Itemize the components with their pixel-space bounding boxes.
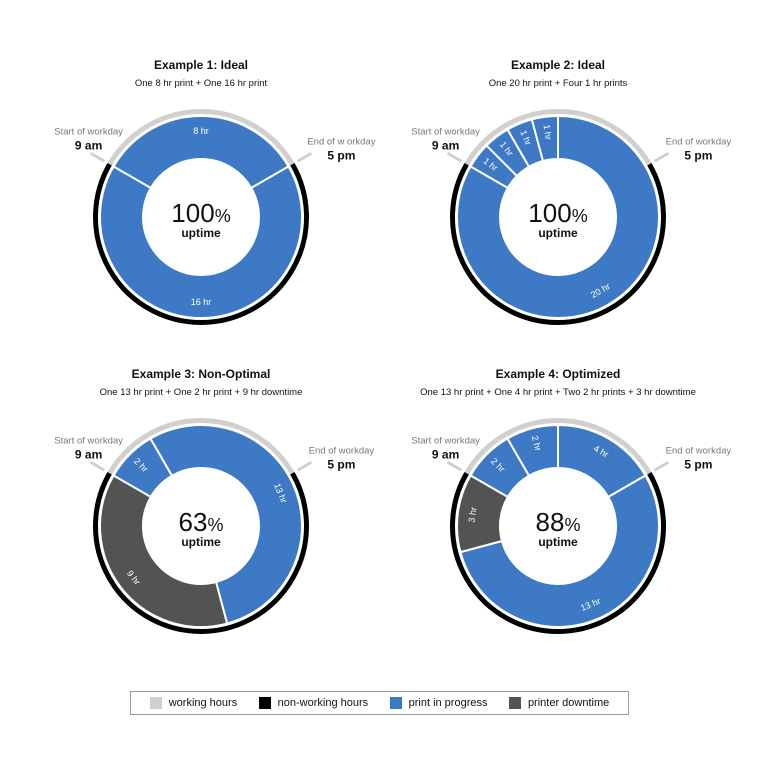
start-of-workday-tick (446, 151, 463, 163)
uptime-unit: % (564, 515, 580, 535)
end-of-workday-time: 5 pm (684, 148, 712, 162)
working-hours-ring (464, 418, 652, 475)
uptime-label: uptime (181, 535, 221, 549)
chart-title: Example 3: Non-Optimal (132, 367, 271, 381)
start-of-workday-label: Start of workday (54, 126, 123, 137)
legend-swatch-non-working-hours (258, 697, 271, 709)
chart-example-1: 8 hr 16 hr 100%uptime Example 1: Ideal One 8… (54, 58, 376, 325)
start-of-workday-time: 9 am (432, 138, 459, 152)
legend: working hours non-working hours print in… (130, 691, 629, 715)
uptime-number: 100 (528, 198, 571, 228)
uptime-unit: % (215, 206, 231, 226)
uptime-value: 100% (171, 198, 230, 228)
end-of-workday-tick (296, 460, 313, 472)
legend-item-non-working-hours: non-working hours (258, 697, 369, 709)
end-of-workday-tick (296, 151, 313, 163)
start-of-workday-time: 9 am (432, 447, 459, 461)
working-hours-ring (107, 109, 295, 166)
uptime-number: 100 (171, 198, 214, 228)
end-of-workday-label: End of workday (666, 445, 732, 456)
legend-label: printer downtime (527, 697, 610, 709)
end-of-workday-label: End of workday (309, 445, 375, 456)
segment-label: 1 hr (541, 124, 553, 141)
uptime-number: 63 (179, 507, 208, 537)
non-working-hours-ring (93, 472, 309, 634)
uptime-value: 100% (528, 198, 587, 228)
legend-swatch-print-in-progress (389, 697, 402, 709)
legend-label: working hours (168, 697, 238, 709)
start-of-workday-label: Start of workday (54, 435, 123, 446)
uptime-label: uptime (181, 226, 221, 240)
uptime-unit: % (572, 206, 588, 226)
legend-item-working-hours: working hours (149, 697, 238, 709)
working-hours-ring (464, 109, 652, 166)
end-of-workday-label: End of workday (666, 136, 732, 147)
legend-label: print in progress (408, 697, 488, 709)
end-of-workday-tick (653, 460, 670, 472)
legend-label: non-working hours (277, 697, 369, 709)
donut-center (143, 159, 259, 275)
legend-swatch-printer-downtime (508, 697, 521, 709)
uptime-value: 88% (536, 507, 581, 537)
segment-print-2 (99, 165, 303, 319)
uptime-value: 63% (179, 507, 224, 537)
segment-label: 16 hr (191, 297, 212, 307)
segment-label: 8 hr (193, 126, 209, 136)
chart-title: Example 2: Ideal (511, 58, 605, 72)
start-of-workday-label: Start of workday (411, 126, 480, 137)
uptime-label: uptime (538, 226, 578, 240)
non-working-hours-ring (93, 163, 309, 325)
legend-item-print-in-progress: print in progress (389, 697, 488, 709)
non-working-hours-ring (450, 472, 666, 634)
start-of-workday-time: 9 am (75, 138, 102, 152)
chart-title: Example 4: Optimized (496, 367, 621, 381)
segment-label: 2 hr (530, 434, 544, 452)
legend-swatch-working-hours (149, 697, 162, 709)
legend-item-printer-downtime: printer downtime (508, 697, 610, 709)
start-of-workday-time: 9 am (75, 447, 102, 461)
start-of-workday-tick (446, 460, 463, 472)
chart-subtitle: One 13 hr print + One 2 hr print + 9 hr … (100, 387, 303, 398)
donut-center (500, 159, 616, 275)
uptime-unit: % (207, 515, 223, 535)
working-hours-ring (107, 418, 295, 475)
donut-center (500, 468, 616, 584)
segment-downtime-5 (456, 474, 509, 554)
non-working-hours-ring (450, 163, 666, 325)
chart-title: Example 1: Ideal (154, 58, 248, 72)
end-of-workday-time: 5 pm (327, 148, 355, 162)
end-of-workday-label: End of w orkday (307, 136, 375, 147)
end-of-workday-time: 5 pm (327, 457, 355, 471)
end-of-workday-time: 5 pm (684, 457, 712, 471)
uptime-number: 88 (536, 507, 565, 537)
chart-subtitle: One 13 hr print + One 4 hr print + Two 2… (420, 387, 696, 398)
start-of-workday-tick (89, 151, 106, 163)
segment-label: 3 hr (467, 506, 479, 523)
end-of-workday-tick (653, 151, 670, 163)
donut-center (143, 468, 259, 584)
start-of-workday-label: Start of workday (411, 435, 480, 446)
chart-subtitle: One 20 hr print + Four 1 hr prints (489, 78, 628, 89)
start-of-workday-tick (89, 460, 106, 472)
uptime-label: uptime (538, 535, 578, 549)
chart-subtitle: One 8 hr print + One 16 hr print (135, 78, 268, 89)
